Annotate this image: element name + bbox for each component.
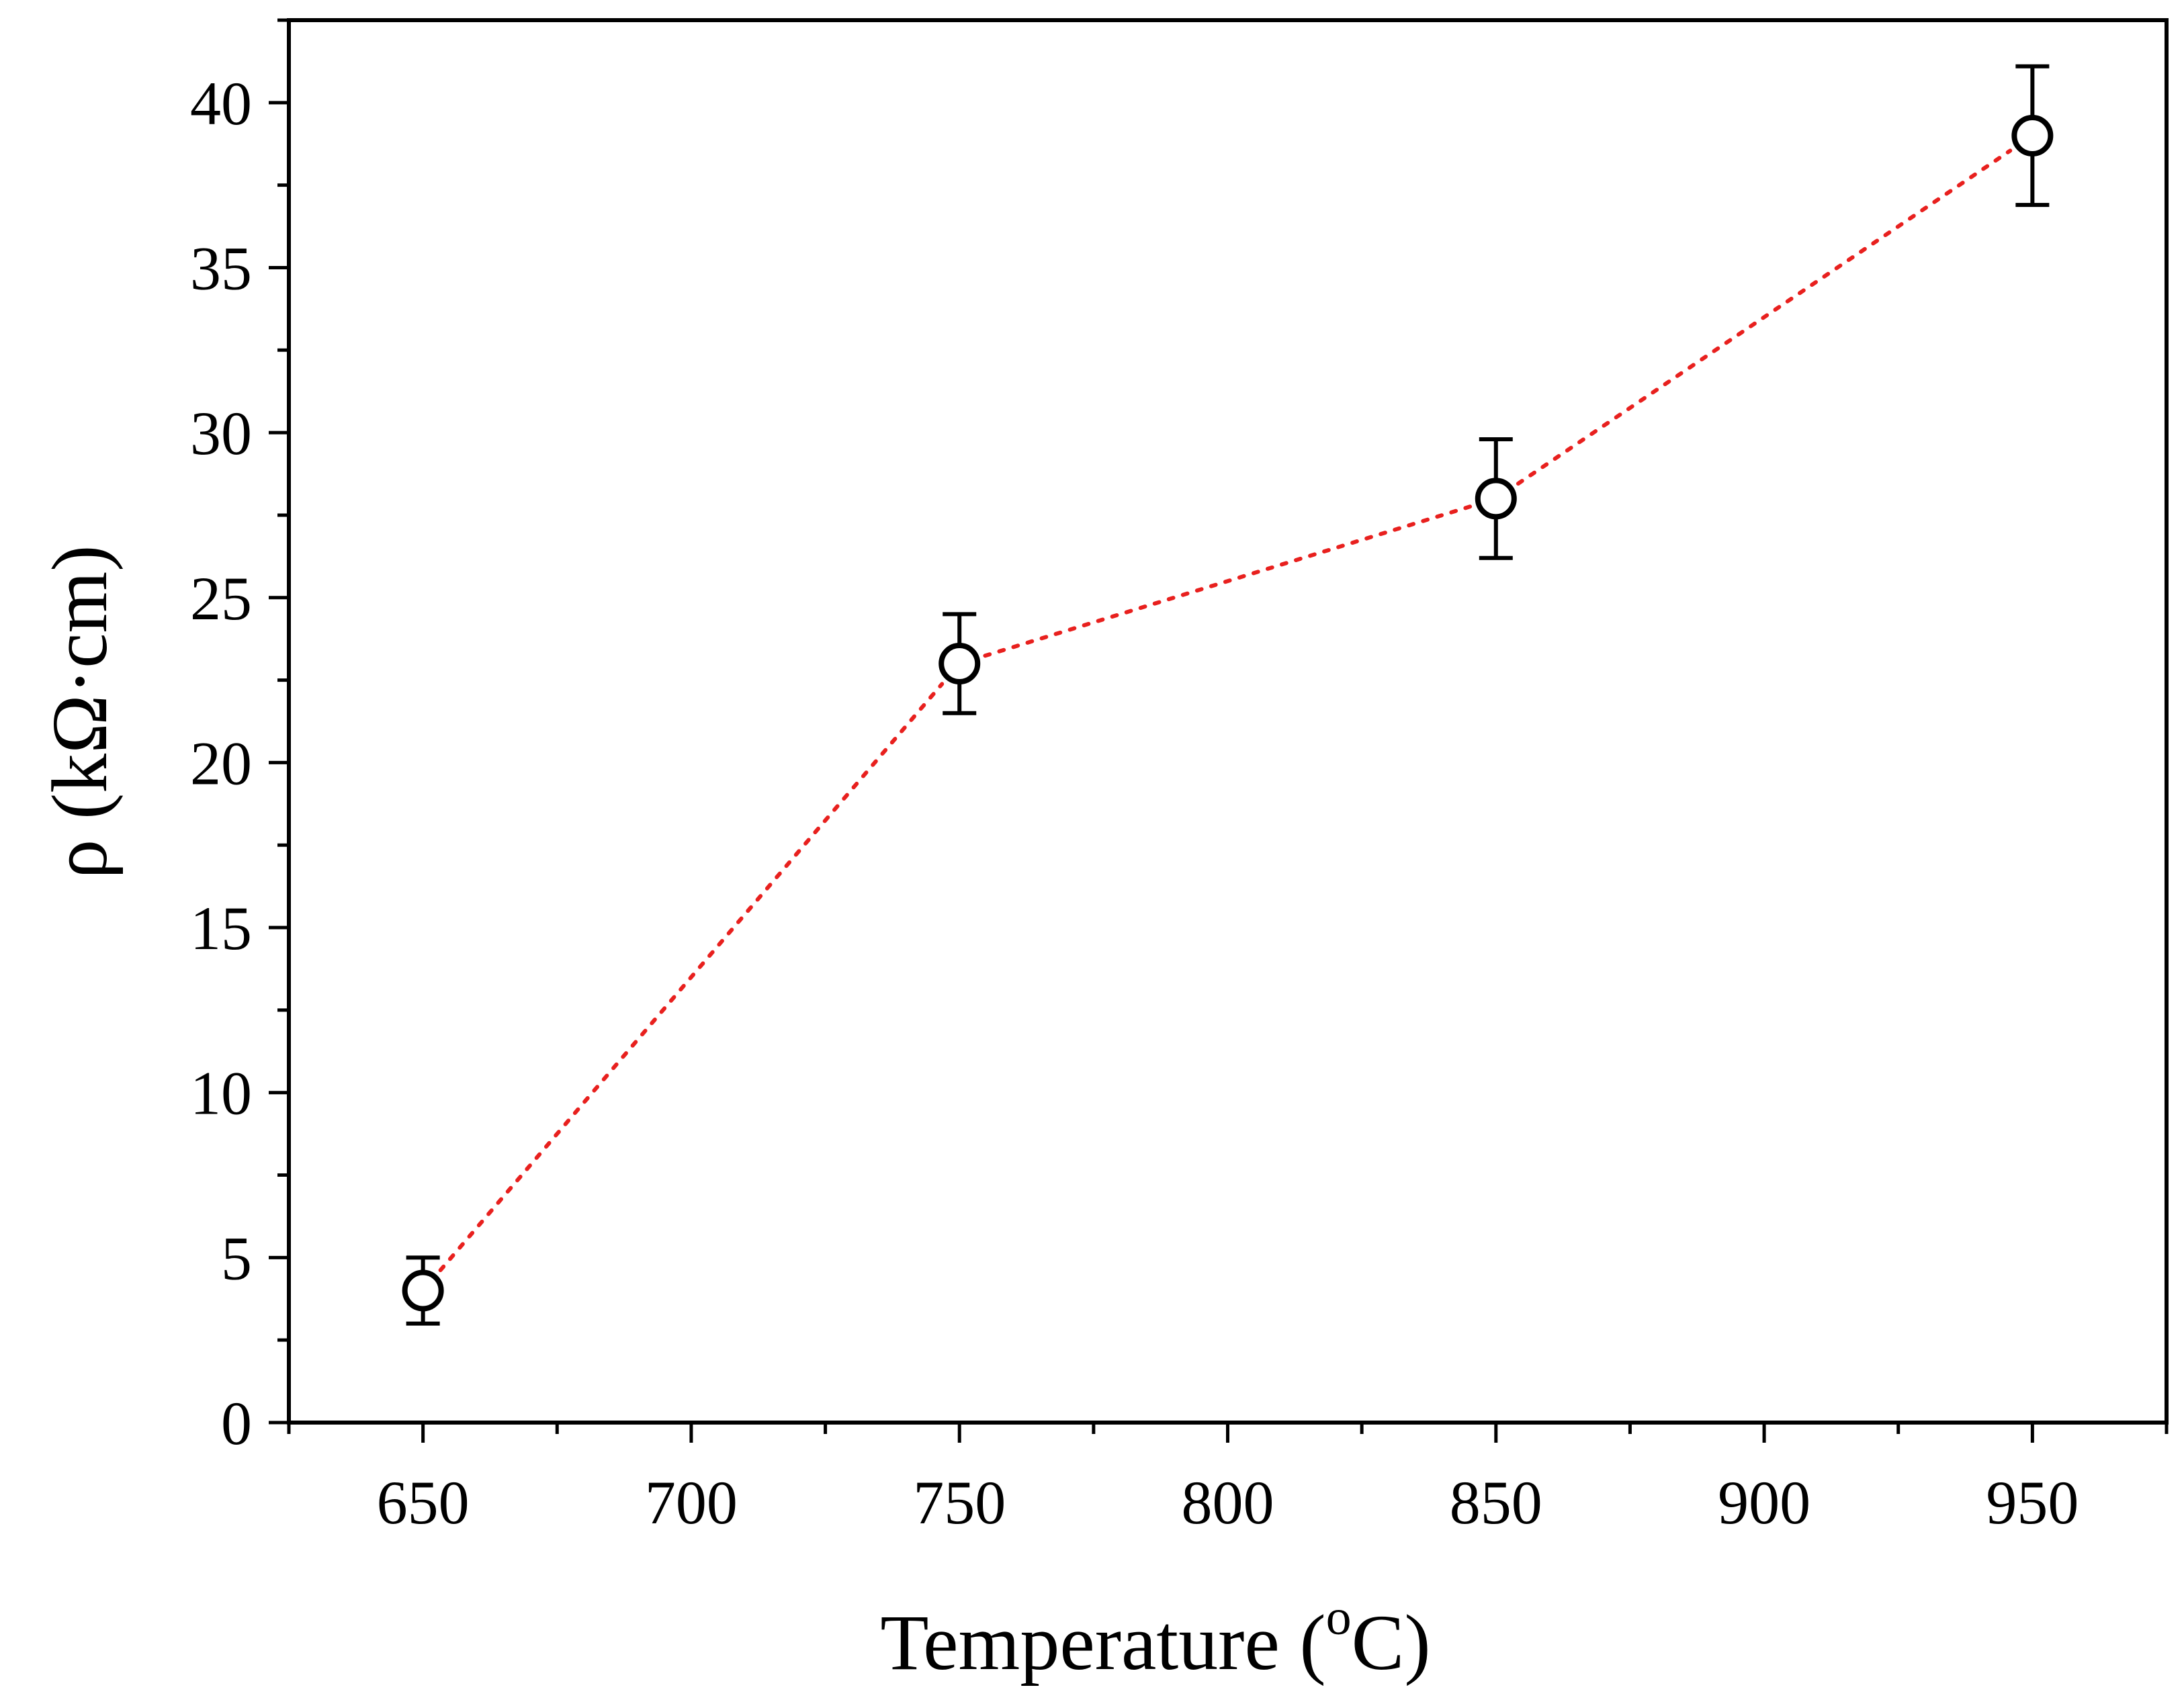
fit-line-segment [983, 504, 1473, 658]
y-tick-label: 15 [190, 894, 252, 962]
y-tick-label: 30 [190, 399, 252, 467]
x-tick-label: 850 [1450, 1468, 1542, 1537]
data-point [2011, 114, 2054, 156]
y-tick-label: 5 [221, 1224, 252, 1292]
y-tick-label: 35 [190, 234, 252, 302]
x-axis-title: Temperature (oC) [880, 1589, 1430, 1687]
y-tick-label: 0 [221, 1389, 252, 1457]
y-tick-label: 20 [190, 729, 252, 797]
x-tick-label: 950 [1986, 1468, 2079, 1537]
y-axis-title: ρ (kΩ·cm) [36, 545, 124, 879]
fit-line-segment [1516, 148, 2013, 486]
data-point [1475, 478, 1517, 520]
y-tick-label: 25 [190, 564, 252, 633]
axes-layer [287, 18, 2169, 1425]
x-axis-title-unit: C) [1352, 1599, 1431, 1687]
x-tick-label: 900 [1718, 1468, 1810, 1537]
x-axis-title-main: Temperature ( [880, 1599, 1325, 1687]
fit-line-layer [438, 148, 2013, 1273]
x-tick-label: 700 [645, 1468, 738, 1537]
x-tick-label: 650 [377, 1468, 470, 1537]
points-layer [402, 64, 2054, 1326]
x-tick-label: 800 [1182, 1468, 1274, 1537]
plot-frame [287, 18, 2169, 1425]
data-point [938, 643, 981, 685]
y-tick-label: 40 [190, 69, 252, 138]
ticks-layer: 650 700 750 800 850 900 950 0 5 10 15 20 25 30 35 40 [190, 18, 2169, 1537]
x-tick-label: 750 [913, 1468, 1006, 1537]
fit-line-segment [438, 682, 945, 1273]
y-tick-label: 10 [190, 1059, 252, 1128]
data-point [402, 1269, 444, 1312]
x-axis-title-degree: o [1326, 1589, 1352, 1646]
